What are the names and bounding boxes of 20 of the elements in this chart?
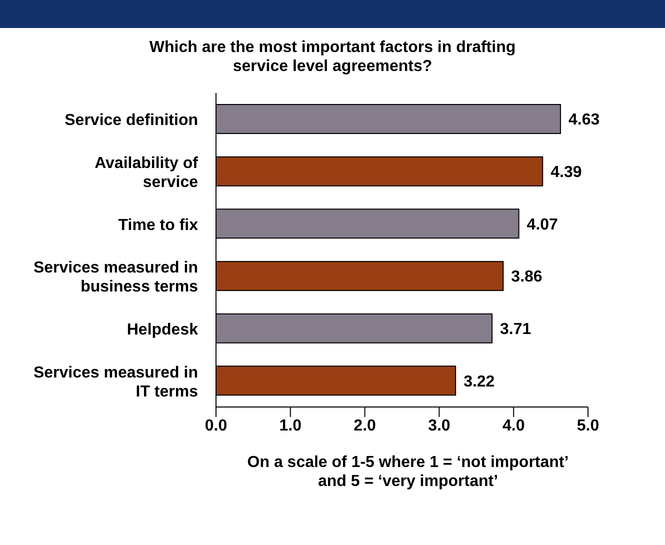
x-tick-label: 5.0 (576, 417, 600, 434)
x-tick-label: 4.0 (502, 417, 525, 434)
data-label: 4.39 (550, 164, 582, 182)
data-label: 3.86 (511, 268, 542, 286)
y-tick-label: Availability of service (94, 155, 199, 191)
data-label: 4.63 (568, 112, 600, 129)
chart-title: Which are the most important factors in drafting service level agreements? (148, 38, 517, 76)
y-tick-label: Services measured in business terms (33, 260, 198, 296)
y-tick-label: Service definition (64, 112, 198, 130)
x-tick-label: 1.0 (279, 417, 302, 434)
data-label: 4.07 (526, 216, 558, 234)
x-tick-label: 0.0 (204, 417, 228, 434)
x-tick-label: 3.0 (428, 417, 450, 434)
y-tick-label: Services measured in IT terms (33, 364, 198, 400)
x-tick-label: 2.0 (354, 417, 376, 434)
y-tick-label: Time to fix (118, 216, 198, 234)
data-label: 3.22 (464, 373, 495, 390)
y-tick-label: Helpdesk (126, 322, 198, 338)
data-label: 3.71 (500, 321, 532, 338)
x-axis-title: On a scale of 1-5 where 1 = ‘not important’ and 5 = ‘very important’ (246, 453, 570, 491)
